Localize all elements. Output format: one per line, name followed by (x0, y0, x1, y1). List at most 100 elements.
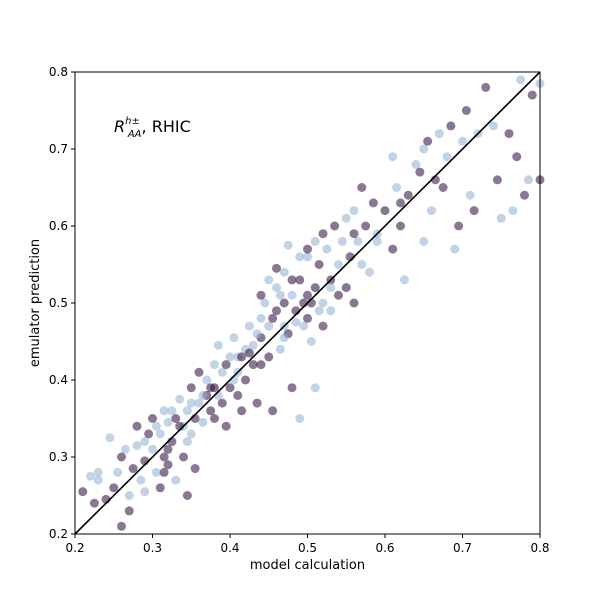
y-tick-label: 0.2 (49, 527, 68, 541)
data-point (213, 340, 223, 350)
data-point (140, 487, 150, 497)
data-point (272, 283, 281, 293)
data-point (179, 452, 188, 462)
data-point (93, 467, 103, 477)
x-tick-label: 0.8 (530, 541, 549, 555)
data-point (322, 244, 332, 254)
x-tick-label: 0.3 (143, 541, 162, 555)
data-point (128, 464, 138, 474)
data-point (318, 298, 328, 308)
data-point (109, 483, 119, 493)
data-point (388, 152, 398, 162)
data-point (237, 406, 247, 416)
data-point (198, 390, 208, 400)
data-point (244, 321, 254, 331)
data-point (186, 383, 196, 393)
data-point (287, 275, 297, 285)
data-point (217, 398, 227, 408)
data-point (341, 283, 351, 293)
data-point (341, 213, 351, 223)
data-point (206, 406, 216, 416)
data-point (117, 452, 126, 462)
data-point (310, 383, 320, 393)
data-point (427, 206, 436, 216)
data-point (89, 498, 99, 508)
data-point (353, 236, 363, 246)
data-point (330, 221, 340, 231)
data-point (287, 383, 297, 393)
data-point (434, 129, 444, 139)
y-tick-label: 0.6 (49, 219, 68, 233)
data-point (287, 290, 297, 300)
data-point (442, 152, 452, 162)
data-point (264, 321, 274, 331)
data-point (357, 183, 367, 192)
data-point (310, 236, 320, 246)
data-point (446, 121, 456, 131)
data-point (241, 375, 250, 385)
data-point (303, 252, 312, 262)
data-point (229, 333, 239, 343)
data-point (295, 414, 305, 423)
points-layer (78, 75, 545, 531)
data-point (415, 167, 425, 177)
data-point (419, 236, 429, 246)
data-point (512, 152, 522, 162)
data-point (93, 475, 103, 485)
data-point (244, 348, 254, 358)
data-point (248, 340, 258, 350)
data-point (225, 352, 235, 362)
data-point (337, 236, 347, 246)
annotation-sup: h± (125, 116, 140, 127)
data-point (303, 313, 312, 323)
data-point (159, 406, 169, 416)
data-point (419, 144, 429, 154)
data-point (159, 467, 169, 477)
data-point (361, 221, 371, 231)
y-axis-label: emulator prediction (28, 239, 43, 367)
data-point (423, 136, 433, 146)
data-point (175, 394, 185, 404)
data-point (186, 398, 196, 408)
data-point (148, 414, 157, 423)
data-point (221, 360, 231, 370)
data-point (303, 290, 312, 300)
data-point (151, 467, 161, 477)
data-point (396, 221, 405, 231)
data-point (279, 333, 289, 343)
x-tick-label: 0.7 (453, 541, 472, 555)
data-point (465, 190, 475, 200)
data-point (136, 475, 146, 485)
data-point (217, 367, 227, 377)
data-point (151, 421, 161, 431)
data-point (399, 275, 409, 285)
data-point (210, 414, 219, 423)
data-point (256, 360, 266, 370)
data-point (504, 129, 514, 139)
data-point (117, 521, 126, 531)
data-point (520, 190, 529, 200)
data-point (194, 398, 204, 408)
data-point (368, 198, 378, 208)
data-point (380, 206, 390, 216)
data-point (279, 267, 289, 277)
data-point (182, 491, 192, 500)
data-point (481, 82, 491, 92)
data-point (148, 444, 157, 454)
x-tick-label: 0.6 (375, 541, 394, 555)
data-point (403, 190, 413, 200)
data-point (349, 206, 359, 216)
data-point (210, 360, 219, 370)
data-point (334, 290, 343, 300)
data-point (272, 306, 281, 316)
identity-line (74, 71, 541, 535)
data-point (291, 317, 301, 327)
data-point (120, 444, 130, 454)
y-tick-label: 0.5 (49, 296, 68, 310)
data-point (144, 429, 154, 439)
data-point (295, 252, 305, 262)
data-point (237, 352, 247, 362)
data-point (233, 390, 243, 400)
chart-annotation: Rh± AA, RHIC (114, 116, 191, 140)
